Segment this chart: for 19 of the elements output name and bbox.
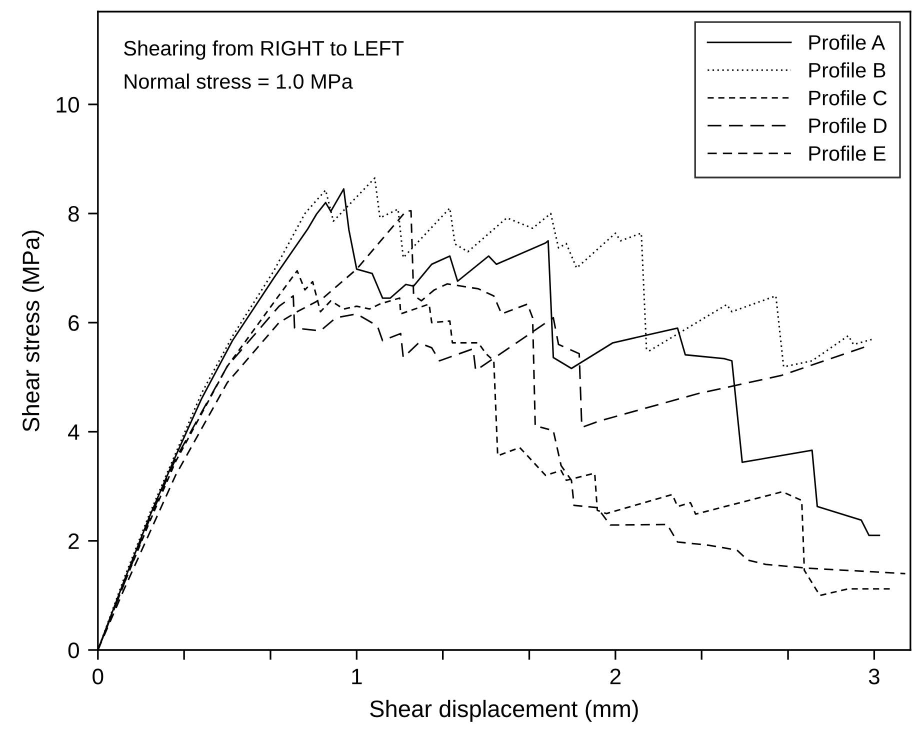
y-tick-label: 6 bbox=[68, 315, 79, 331]
x-tick-label: 2 bbox=[610, 668, 620, 684]
x-tick-label: 0 bbox=[92, 668, 104, 684]
y-tick-label: 8 bbox=[68, 206, 79, 222]
x-axis-title: Shear displacement (mm) bbox=[370, 700, 638, 722]
legend-label: Profile C bbox=[809, 90, 887, 106]
legend-label: Profile B bbox=[809, 62, 886, 78]
annotation: Normal stress = 1.0 MPa bbox=[124, 74, 353, 89]
y-tick-label: 10 bbox=[56, 96, 79, 113]
annotation: Shearing from RIGHT to LEFT bbox=[124, 40, 404, 60]
x-tick-label: 1 bbox=[352, 668, 362, 684]
y-tick-label: 0 bbox=[68, 642, 79, 658]
x-tick-label: 3 bbox=[868, 668, 880, 684]
legend-label: Profile D bbox=[809, 118, 887, 134]
legend-label: Profile E bbox=[809, 146, 886, 161]
y-tick-label: 2 bbox=[68, 533, 79, 549]
y-axis-title: Shear stress (MPa) bbox=[22, 230, 44, 432]
y-tick-label: 4 bbox=[68, 424, 80, 440]
legend-label: Profile A bbox=[809, 34, 886, 50]
